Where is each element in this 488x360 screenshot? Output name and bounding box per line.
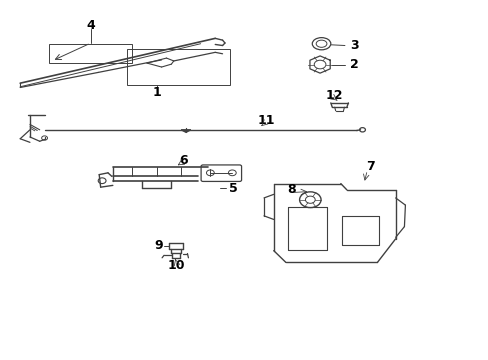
Text: 2: 2: [349, 58, 358, 71]
Text: 4: 4: [86, 19, 95, 32]
Text: 7: 7: [365, 160, 374, 173]
Text: 1: 1: [152, 86, 161, 99]
Polygon shape: [181, 130, 190, 132]
Bar: [49, 44, 132, 63]
Bar: [127, 49, 229, 85]
Text: 10: 10: [167, 259, 184, 272]
Text: 3: 3: [349, 39, 358, 52]
Text: 11: 11: [257, 114, 275, 127]
Text: 6: 6: [179, 154, 187, 167]
Text: 8: 8: [287, 183, 296, 196]
Text: 9: 9: [154, 239, 162, 252]
Text: 5: 5: [228, 182, 237, 195]
Text: 12: 12: [325, 89, 343, 102]
